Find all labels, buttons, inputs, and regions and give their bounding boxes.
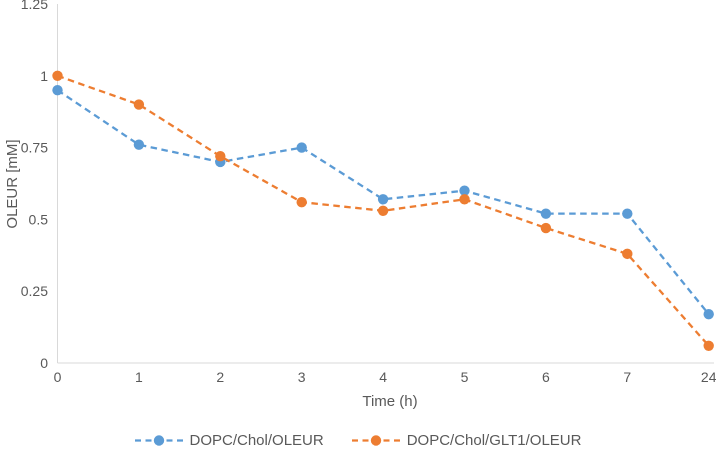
y-tick-label: 0.75: [21, 140, 48, 156]
data-point-marker: [377, 205, 389, 216]
legend-item-0: DOPC/Chol/OLEUR: [134, 431, 324, 449]
data-point-marker: [703, 308, 714, 320]
y-tick-label: 1: [40, 68, 48, 84]
data-point-marker: [622, 248, 633, 260]
data-point-marker: [296, 196, 307, 208]
series-line-0: [56, 89, 710, 315]
y-tick-label: 0: [40, 355, 48, 371]
data-point-marker: [52, 70, 63, 82]
legend-item-1: DOPC/Chol/GLT1/OLEUR: [351, 431, 582, 449]
data-point-marker: [133, 139, 145, 150]
y-tick-label: 0.5: [29, 211, 49, 227]
data-point-marker: [540, 208, 552, 219]
x-tick-label: 2: [216, 369, 224, 385]
data-point-marker: [215, 151, 226, 162]
data-point-marker: [133, 99, 145, 110]
data-point-marker: [296, 142, 307, 153]
x-tick-label: 6: [542, 369, 550, 385]
chart-canvas: 0 0.25 0.5 0.75 1 1.25 0 1 2 3 4 5 6 7 24 OLEUR [mM] T…: [4, 0, 716, 410]
legend-label: DOPC/Chol/GLT1/OLEUR: [406, 431, 582, 449]
y-tick-label: 0.25: [21, 283, 48, 299]
y-tick-label: 1.25: [21, 0, 48, 12]
data-point-marker: [459, 194, 470, 205]
data-point-marker: [52, 84, 63, 96]
data-point-marker: [540, 222, 552, 234]
plot-area: [52, 70, 714, 351]
data-point-marker: [622, 208, 633, 219]
x-tick-label: 5: [461, 369, 469, 385]
legend: DOPC/Chol/OLEUR DOPC/Chol/GLT1/OLEUR: [0, 428, 716, 452]
legend-line-marker-icon: [351, 434, 400, 446]
y-axis-title: OLEUR [mM]: [4, 139, 21, 228]
data-point-marker: [459, 185, 470, 196]
x-axis-title: Time (h): [362, 393, 417, 410]
data-point-marker: [703, 340, 714, 351]
x-tick-label: 4: [379, 369, 387, 385]
legend-label: DOPC/Chol/OLEUR: [189, 431, 324, 449]
x-tick-label: 7: [623, 369, 631, 385]
data-point-marker: [377, 194, 389, 205]
x-tick-label: 0: [54, 369, 62, 385]
x-tick-label: 24: [701, 369, 716, 385]
x-tick-label: 3: [298, 369, 306, 385]
axes: 0 0.25 0.5 0.75 1 1.25 0 1 2 3 4 5 6 7 24: [21, 0, 716, 385]
x-tick-label: 1: [135, 369, 143, 385]
legend-line-marker-icon: [134, 434, 183, 446]
